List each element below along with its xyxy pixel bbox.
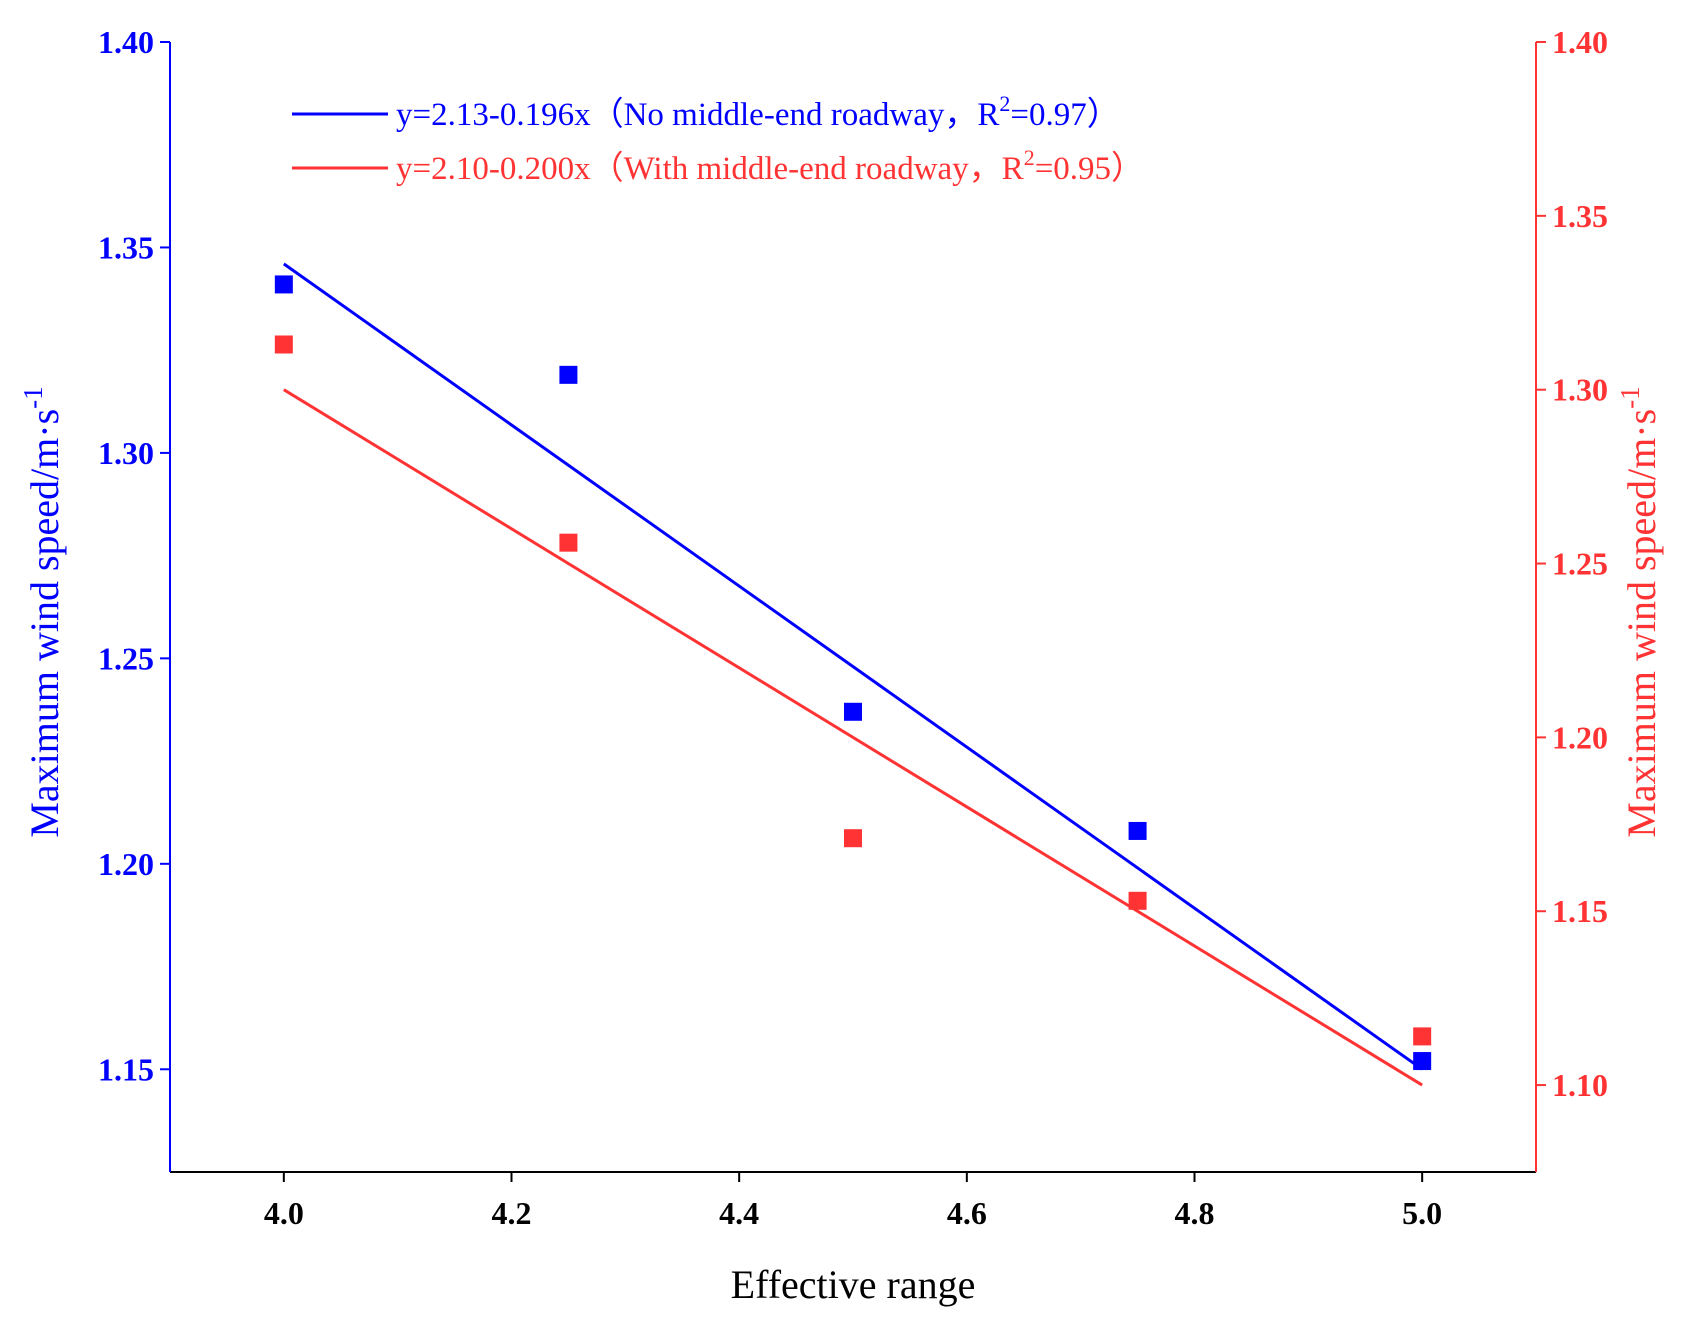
data-points-layer — [274, 275, 1432, 1071]
left-y-tick-label: 1.30 — [98, 435, 154, 471]
legend-label-end: =0.95） — [1035, 151, 1144, 187]
data-point-no-middle-end — [1413, 1052, 1432, 1071]
legend-label-main: y=2.10-0.200x（With middle-end roadway，R — [396, 151, 1024, 187]
legend-label-end: =0.97） — [1010, 97, 1119, 133]
x-tick-label: 4.4 — [719, 1195, 759, 1231]
data-point-no-middle-end — [1128, 821, 1147, 840]
right-y-tick-label: 1.40 — [1552, 24, 1608, 60]
legend-label-main: y=2.13-0.196x（No middle-end roadway，R — [396, 97, 999, 133]
x-tick-label: 4.6 — [947, 1195, 987, 1231]
fit-line-no-middle-end — [282, 262, 1424, 1071]
left-y-axis-title-main: Maximum wind speed/m·s — [22, 409, 67, 838]
x-axis-title: Effective range — [731, 1262, 976, 1307]
x-tick-label: 5.0 — [1402, 1195, 1442, 1231]
data-point-with-middle-end — [559, 533, 578, 552]
legend-label-superscript: 2 — [1024, 145, 1035, 170]
left-y-tick-label: 1.20 — [98, 846, 154, 882]
left-y-tick-label: 1.25 — [98, 640, 154, 676]
data-point-with-middle-end — [844, 829, 862, 848]
left-y-tick-label: 1.40 — [98, 24, 154, 60]
left-y-tick-label: 1.35 — [98, 229, 154, 265]
legend: y=2.13-0.196x（No middle-end roadway，R2=0… — [292, 91, 1144, 187]
data-point-no-middle-end — [559, 365, 578, 384]
right-y-axis-title-main: Maximum wind speed/m·s — [1619, 409, 1664, 838]
fit-lines-layer — [282, 262, 1424, 1087]
right-y-tick-label: 1.35 — [1552, 198, 1608, 234]
right-y-axis-title-superscript: -1 — [1615, 386, 1645, 409]
legend-label: y=2.13-0.196x（No middle-end roadway，R2=0… — [396, 91, 1120, 133]
x-tick-label: 4.8 — [1175, 1195, 1215, 1231]
x-tick-label: 4.2 — [492, 1195, 532, 1231]
data-point-with-middle-end — [1413, 1027, 1432, 1046]
data-point-no-middle-end — [274, 275, 293, 294]
right-y-axis-title: Maximum wind speed/m·s-1 — [1615, 386, 1664, 837]
left-y-axis-title-superscript: -1 — [18, 386, 48, 409]
right-y-tick-label: 1.10 — [1552, 1067, 1608, 1103]
x-tick-label: 4.0 — [264, 1195, 304, 1231]
data-point-no-middle-end — [844, 702, 862, 721]
axes-layer: 4.0 4.2 4.4 4.6 4.8 5.0 1.15 1.20 1.25 1.30 1.35 1.… — [98, 24, 1608, 1231]
right-y-tick-label: 1.30 — [1552, 372, 1608, 408]
left-y-axis-title: Maximum wind speed/m·s-1 — [18, 386, 67, 837]
fit-line-with-middle-end — [283, 388, 1423, 1087]
right-y-tick-label: 1.15 — [1552, 893, 1608, 929]
data-point-with-middle-end — [274, 335, 293, 354]
right-y-tick-label: 1.25 — [1552, 546, 1608, 582]
left-y-tick-label: 1.15 — [98, 1051, 154, 1087]
legend-label: y=2.10-0.200x（With middle-end roadway，R2… — [396, 145, 1144, 187]
right-y-tick-label: 1.20 — [1552, 719, 1608, 755]
legend-label-superscript: 2 — [999, 91, 1010, 116]
data-point-with-middle-end — [1128, 891, 1147, 910]
